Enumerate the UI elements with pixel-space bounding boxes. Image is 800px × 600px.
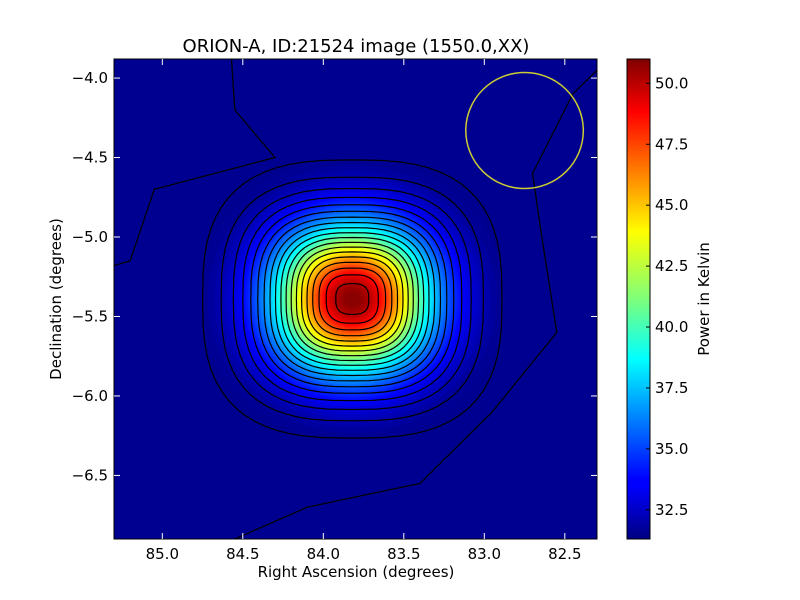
chart-title: ORION-A, ID:21524 image (1550.0,XX) [183, 36, 530, 57]
contour-line [335, 283, 370, 315]
beam-marker [465, 71, 585, 190]
contour-line [318, 267, 387, 331]
contour-line [250, 204, 455, 394]
y-tick-label: −4.0 [72, 69, 108, 87]
x-tick-label: 84.0 [307, 545, 340, 563]
x-axis-label: Right Ascension (degrees) [258, 563, 455, 581]
x-tick-label: 82.5 [548, 545, 581, 563]
contour-line [269, 221, 436, 377]
contour-line [306, 256, 399, 342]
y-tick-label: −4.5 [72, 149, 108, 167]
plot-frame [113, 58, 598, 540]
contour-line [263, 216, 442, 382]
colorbar-label: Power in Kelvin [695, 242, 713, 356]
y-axis-ticks: −4.0 −4.5 −5.0 −5.5 −6.0 −6.5 [72, 69, 597, 484]
contour-line [312, 261, 393, 337]
contour-line [325, 274, 379, 324]
x-tick-label: 84.5 [226, 545, 259, 563]
y-tick-label: −5.0 [72, 228, 108, 246]
contour-lines [114, 59, 597, 539]
contour-line [220, 176, 485, 422]
contour-line [257, 210, 448, 388]
colorbar-tick-label: 42.5 [655, 257, 688, 275]
y-tick-label: −6.5 [72, 466, 108, 484]
contour-line [285, 236, 420, 362]
colorbar-gradient [626, 58, 651, 540]
contour-line [300, 251, 404, 347]
colorbar-tick-label: 47.5 [655, 135, 688, 153]
x-tick-label: 85.0 [146, 545, 179, 563]
beam-circle [465, 71, 585, 190]
colorbar-tick-label: 45.0 [655, 196, 688, 214]
colorbar-tick-label: 50.0 [655, 74, 688, 92]
colorbar-tick-label: 40.0 [655, 318, 688, 336]
colorbar: 32.5 35.0 37.5 40.0 42.5 45.0 47.5 50.0 Power i… [626, 58, 713, 540]
x-axis-ticks: 85.0 84.5 84.0 83.5 83.0 82.5 [146, 59, 582, 563]
contour-line [242, 196, 463, 402]
colorbar-tick-label: 37.5 [655, 379, 688, 397]
colorbar-ticks: 32.5 35.0 37.5 40.0 42.5 45.0 47.5 50.0 [646, 74, 688, 519]
contour-line [280, 232, 425, 366]
colorbar-tick-label: 35.0 [655, 440, 688, 458]
x-tick-label: 83.0 [468, 545, 501, 563]
contour-line [232, 187, 472, 411]
contour-line [274, 227, 430, 371]
y-axis-label: Declination (degrees) [47, 218, 65, 380]
contour-line [201, 159, 503, 439]
plot-area: 85.0 84.5 84.0 83.5 83.0 82.5 −4.0 −4.5 −5.0 −5.… [72, 58, 598, 563]
x-tick-label: 83.5 [387, 545, 420, 563]
heatmap-image [199, 156, 506, 442]
colorbar-tick-label: 32.5 [655, 501, 688, 519]
contour-line [114, 59, 276, 267]
heatmap-band [344, 291, 361, 307]
contour-line [295, 246, 409, 352]
contour-line [290, 241, 414, 357]
y-tick-label: −5.5 [72, 307, 108, 325]
y-tick-label: −6.0 [72, 387, 108, 405]
contour-line [234, 69, 597, 539]
